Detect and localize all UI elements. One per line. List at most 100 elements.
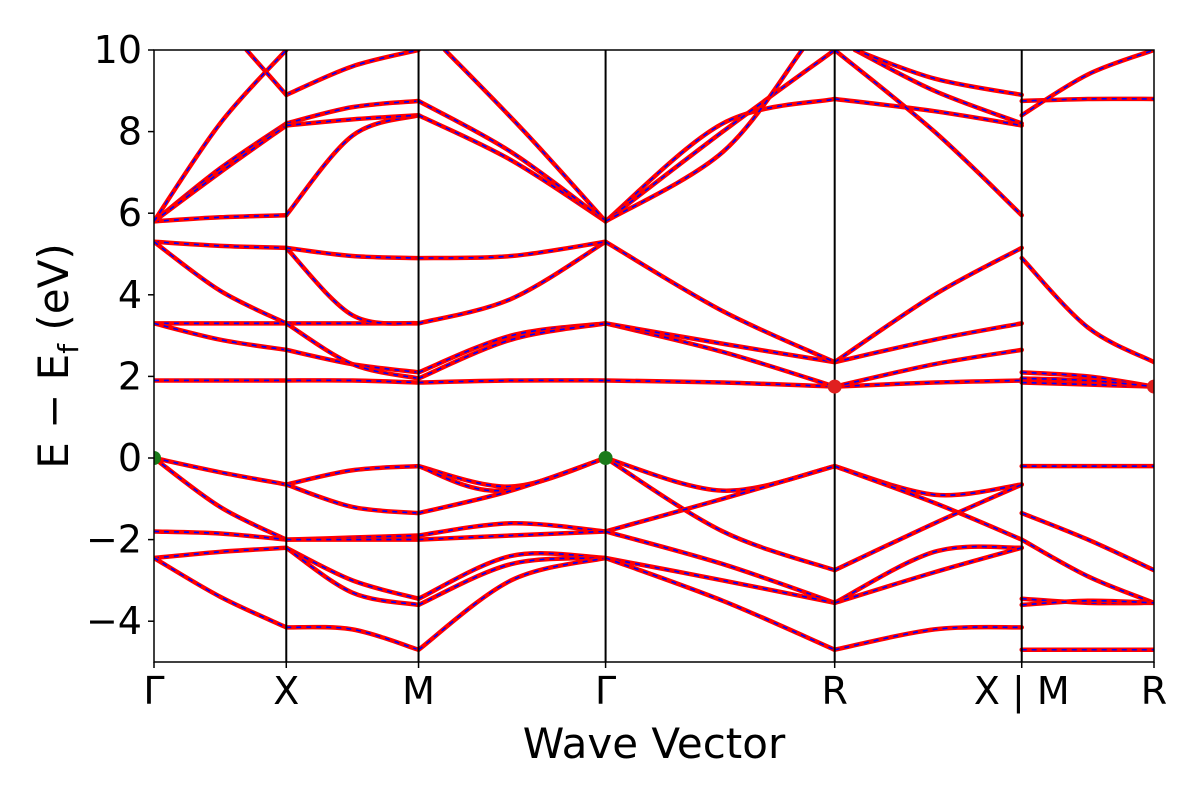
band-line-blue-dash — [285, 50, 419, 96]
x-tick-label: R — [821, 669, 847, 713]
band-line — [284, 50, 421, 98]
band-line-blue-dash — [605, 98, 835, 222]
band-line — [284, 245, 421, 261]
band-line — [154, 123, 289, 224]
band-line-red — [1019, 255, 1154, 365]
band-line — [284, 545, 421, 602]
band-line — [284, 321, 421, 381]
band-line — [832, 378, 1024, 389]
band-line — [284, 624, 421, 653]
y-axis-label-tail: (eV) — [29, 243, 78, 344]
band-line — [284, 98, 421, 126]
band-line-blue-dash — [1021, 98, 1154, 102]
band-line — [603, 555, 837, 653]
band-line — [154, 212, 289, 224]
band-line-red — [154, 321, 289, 353]
y-tick-label: −4 — [86, 599, 142, 643]
band-line-red — [416, 321, 608, 381]
band-line-red — [416, 555, 608, 653]
band-line — [832, 463, 1024, 498]
band-line-red — [832, 624, 1024, 653]
band-line — [832, 245, 1024, 365]
band-line-blue-dash — [605, 465, 835, 533]
band-line-red — [284, 347, 421, 375]
band-line-red — [416, 455, 608, 489]
band-line-blue-dash — [154, 557, 287, 629]
band-line-blue-dash — [418, 322, 606, 380]
band-line — [416, 455, 608, 489]
band-line — [832, 347, 1024, 389]
band-line-blue-dash — [834, 349, 1022, 388]
band-line — [154, 555, 289, 630]
band-line-blue-dash — [154, 457, 287, 541]
band-line-red — [284, 245, 421, 261]
band-line — [154, 239, 289, 251]
band-line — [832, 96, 1024, 128]
band-line-red — [284, 113, 421, 218]
band-line — [442, 50, 608, 224]
band-line-blue-dash — [834, 322, 1022, 363]
band-line-blue-dash — [154, 122, 287, 222]
y-axis-ticks: −4 −2 0 2 4 6 8 10 — [86, 28, 154, 643]
band-line-blue-dash — [286, 379, 419, 384]
x-axis-label: Wave Vector — [523, 719, 786, 768]
band-line-blue-dash — [1021, 50, 1154, 116]
y-tick-label: 0 — [118, 436, 142, 480]
y-tick-label: 6 — [118, 191, 142, 235]
band-line-red — [1019, 537, 1154, 606]
band-line — [832, 482, 1024, 573]
band-line — [416, 378, 608, 385]
vbm-marker — [598, 451, 613, 465]
band-line — [416, 98, 608, 224]
band-line-blue-dash — [154, 241, 287, 325]
band-line-red — [154, 545, 289, 561]
band-line-blue-dash — [418, 557, 606, 606]
band-line — [603, 555, 837, 606]
y-tick-label: 8 — [118, 110, 142, 154]
band-line-blue-dash — [1021, 381, 1154, 388]
band-line-blue-dash — [605, 50, 836, 222]
y-tick-label: 4 — [118, 273, 142, 317]
band-line-blue-dash — [285, 547, 419, 600]
band-line-red — [284, 50, 421, 98]
band-line-blue-dash — [418, 522, 606, 537]
band-line — [603, 455, 837, 573]
band-line-blue-dash — [834, 546, 1022, 604]
band-line-blue-dash — [418, 100, 607, 223]
band-line — [154, 321, 289, 353]
band-line — [1019, 255, 1154, 365]
band-line-red — [1019, 598, 1154, 608]
band-line-red — [832, 245, 1024, 365]
band-line-blue-dash — [418, 240, 606, 259]
band-line — [284, 378, 421, 385]
band-line — [416, 551, 608, 602]
x-tick-label: R — [1141, 669, 1167, 713]
x-tick-label: Γ — [595, 669, 616, 713]
vbm-marker — [154, 451, 161, 465]
band-line-blue-dash — [834, 379, 1022, 388]
band-line — [832, 624, 1024, 653]
x-tick-label: X — [273, 669, 299, 713]
band-line-red — [832, 463, 1024, 498]
band-line — [1019, 96, 1154, 104]
band-line-blue-dash — [285, 322, 419, 380]
band-line-blue-dash — [605, 322, 835, 388]
band-line-red — [244, 50, 289, 98]
band-line — [154, 455, 289, 542]
band-line-red — [154, 455, 289, 487]
band-line — [1019, 510, 1154, 573]
band-line-blue-dash — [1021, 371, 1154, 388]
band-line-blue-dash — [605, 241, 836, 363]
band-line — [852, 50, 1024, 98]
band-line-blue-dash — [834, 626, 1022, 651]
band-line — [416, 521, 608, 538]
band-line — [603, 378, 837, 389]
band-line-blue-dash — [605, 457, 835, 571]
band-line-blue-dash — [1021, 512, 1154, 571]
band-line — [832, 463, 1024, 542]
band-line — [284, 482, 421, 516]
band-line — [1019, 376, 1154, 389]
band-line-red — [416, 113, 608, 224]
band-line — [603, 50, 805, 224]
